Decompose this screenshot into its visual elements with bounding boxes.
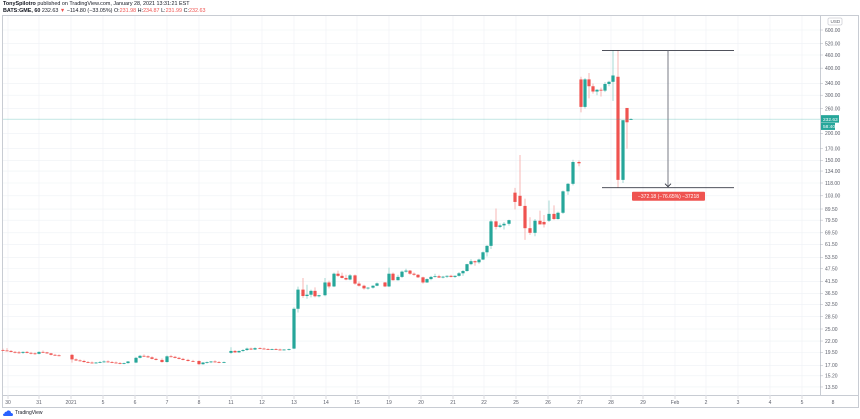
high-label: H:: [137, 8, 144, 14]
svg-text:20: 20: [418, 400, 424, 406]
svg-text:520.00: 520.00: [825, 41, 841, 47]
svg-text:47.50: 47.50: [825, 266, 838, 272]
svg-text:22: 22: [481, 400, 487, 406]
measure-overlay: −372.18 (−76.65%) −37218: [3, 49, 820, 201]
tradingview-logo[interactable]: TradingView: [3, 410, 43, 416]
svg-text:400.00: 400.00: [825, 66, 841, 72]
svg-text:30: 30: [5, 400, 11, 406]
svg-text:13: 13: [291, 400, 297, 406]
svg-text:118.00: 118.00: [825, 181, 840, 187]
close-label: C:: [183, 8, 189, 14]
tradingview-logo-text: TradingView: [15, 410, 43, 416]
svg-text:200.00: 200.00: [825, 131, 841, 137]
high-value: 234.87: [143, 8, 160, 14]
svg-text:61.50: 61.50: [825, 242, 838, 248]
svg-text:89.50: 89.50: [825, 207, 838, 213]
svg-text:5: 5: [801, 400, 804, 406]
svg-text:103.00: 103.00: [825, 194, 841, 200]
published-text: published on TradingView.com, January 28…: [37, 1, 190, 7]
time-axis[interactable]: [2, 396, 859, 408]
chart-pane-frame: [2, 15, 820, 396]
svg-text:41.50: 41.50: [825, 279, 838, 285]
svg-text:340.00: 340.00: [825, 81, 841, 87]
svg-text:28: 28: [608, 400, 614, 406]
author-name: TonySpilotro: [3, 1, 36, 7]
down-arrow-icon: ▼: [59, 8, 66, 14]
svg-text:Feb: Feb: [671, 400, 680, 406]
svg-text:260.00: 260.00: [825, 106, 841, 112]
svg-text:28.50: 28.50: [825, 314, 838, 320]
svg-text:150.00: 150.00: [825, 158, 841, 164]
svg-text:29: 29: [640, 400, 646, 406]
svg-text:22.00: 22.00: [825, 339, 838, 345]
svg-text:600.00: 600.00: [825, 28, 841, 34]
publish-info: TonySpilotro published on TradingView.co…: [3, 1, 189, 8]
svg-text:13.50: 13.50: [825, 385, 838, 391]
svg-text:27: 27: [577, 400, 583, 406]
grid-lines: [3, 16, 820, 396]
svg-text:69.50: 69.50: [825, 231, 838, 237]
svg-text:26: 26: [545, 400, 551, 406]
symbol-legend: BATS:GME, 60 232.63 ▼ −114.80 (−33.05%) …: [3, 8, 205, 15]
svg-text:19.50: 19.50: [825, 350, 838, 356]
low-value: 231.99: [165, 8, 183, 14]
svg-text:17.00: 17.00: [825, 363, 838, 369]
low-label: L:: [161, 8, 166, 14]
svg-text:31: 31: [36, 400, 42, 406]
svg-text:58:40: 58:40: [823, 124, 835, 130]
price-axis-ticks: 600.00 520.00 460.00 400.00 340.00 300.00 260.…: [820, 17, 843, 391]
svg-text:79.50: 79.50: [825, 218, 838, 224]
open-value: 231.98: [119, 8, 137, 14]
svg-text:32.50: 32.50: [825, 302, 838, 308]
svg-text:7: 7: [166, 400, 169, 406]
price-change: −114.80 (−33.05%): [66, 8, 113, 14]
candles: [1, 50, 633, 366]
svg-text:232.63: 232.63: [823, 117, 838, 123]
svg-text:14: 14: [323, 400, 329, 406]
svg-text:USD: USD: [831, 19, 841, 24]
close-value: 232.63: [188, 8, 206, 14]
svg-text:−372.18 (−76.65%) −37218: −372.18 (−76.65%) −37218: [638, 194, 699, 200]
svg-text:4: 4: [769, 400, 772, 406]
svg-text:11: 11: [228, 400, 233, 406]
svg-text:134.00: 134.00: [825, 169, 841, 175]
tradingview-cloud-icon: [3, 410, 13, 416]
svg-text:36.50: 36.50: [825, 291, 838, 297]
svg-text:12: 12: [259, 400, 265, 406]
svg-text:3: 3: [737, 400, 740, 406]
svg-text:15.20: 15.20: [825, 374, 838, 380]
svg-text:6: 6: [134, 400, 137, 406]
svg-text:300.00: 300.00: [825, 93, 841, 99]
svg-text:460.00: 460.00: [825, 53, 841, 59]
svg-text:8: 8: [198, 400, 201, 406]
svg-text:53.50: 53.50: [825, 255, 838, 261]
svg-text:8: 8: [832, 400, 835, 406]
svg-text:25: 25: [513, 400, 519, 406]
svg-text:2021: 2021: [65, 400, 76, 406]
svg-text:21: 21: [450, 400, 456, 406]
time-axis-ticks: 30 31 2021 5 6 7 8 11 12 13 14 15 19 20 21 22 25 26 27 28 29…: [5, 396, 835, 406]
last-price: 232.63: [41, 8, 59, 14]
svg-text:25.00: 25.00: [825, 327, 838, 333]
svg-text:5: 5: [102, 400, 105, 406]
symbol-label: BATS:GME, 60: [3, 8, 41, 14]
svg-text:15: 15: [354, 400, 360, 406]
svg-text:170.00: 170.00: [825, 146, 841, 152]
svg-text:19: 19: [386, 400, 392, 406]
open-label: O:: [113, 8, 120, 14]
svg-text:2: 2: [705, 400, 708, 406]
price-axis[interactable]: [820, 15, 859, 396]
